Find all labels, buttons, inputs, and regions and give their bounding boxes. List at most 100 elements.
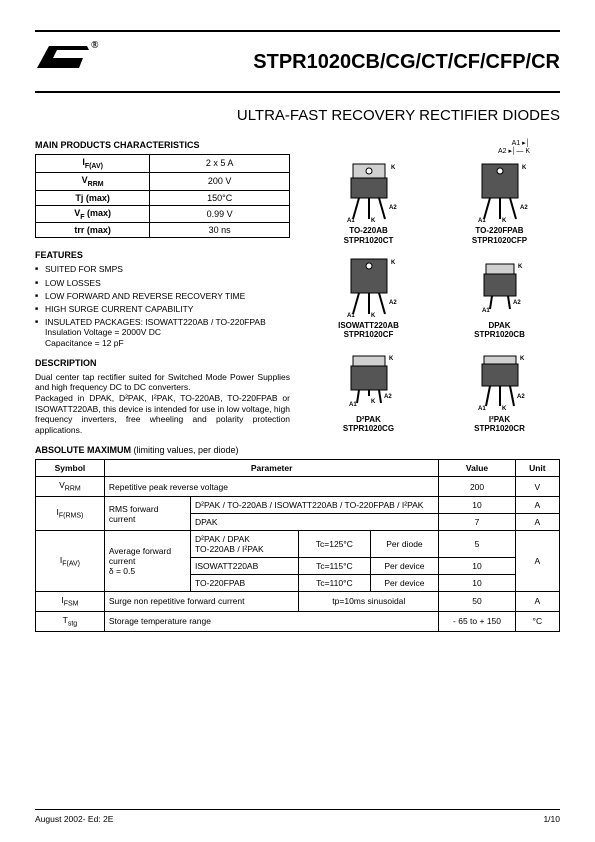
unit-vrrm: V xyxy=(515,477,559,497)
footer-left: August 2002- Ed: 2E xyxy=(35,814,113,824)
pkg-label-3: DPAKSTPR1020CB xyxy=(474,321,525,340)
sym-ifrms: IF(RMS) xyxy=(36,497,105,531)
pkg-label-0: TO-220ABSTPR1020CT xyxy=(344,226,394,245)
char-val-3: 0.99 V xyxy=(150,205,290,223)
mid-rule xyxy=(35,91,560,93)
param-tstg: Storage temperature range xyxy=(104,611,439,631)
svg-text:A1: A1 xyxy=(349,402,357,408)
unit-tstg: °C xyxy=(515,611,559,631)
characteristics-table: IF(AV)2 x 5 A VRRM200 V Tj (max)150°C VF… xyxy=(35,154,290,238)
main-char-heading: MAIN PRODUCTS CHARACTERISTICS xyxy=(35,140,290,150)
tc-ifav-1: Tc=125°C xyxy=(299,531,370,558)
pkg-label-2: ISOWATT220ABSTPR1020CF xyxy=(338,321,399,340)
features-list: SUITED FOR SMPS LOW LOSSES LOW FORWARD A… xyxy=(35,264,290,347)
package-grid: K A2 K A1 TO-220ABSTPR1020CT K A2 K xyxy=(308,159,560,434)
pkg-to220ab: K A2 K A1 TO-220ABSTPR1020CT xyxy=(308,159,429,245)
unit-ifsm: A xyxy=(515,592,559,612)
svg-text:K: K xyxy=(520,356,525,362)
tc-ifav-2: Tc=115°C xyxy=(299,558,370,575)
unit-ifav: A xyxy=(515,531,559,592)
sym-ifav: IF(AV) xyxy=(36,531,105,592)
feature-0: SUITED FOR SMPS xyxy=(35,264,290,274)
tc-ifav-3: Tc=110°C xyxy=(299,575,370,592)
per-ifav-3: Per device xyxy=(370,575,439,592)
pkg-dpak: K A2 A1 DPAKSTPR1020CB xyxy=(439,254,560,340)
part-number: STPR1020CB/CG/CT/CF/CFP/CR xyxy=(253,51,560,74)
th-value: Value xyxy=(439,460,515,477)
svg-text:K: K xyxy=(522,165,527,171)
svg-text:A2: A2 xyxy=(520,205,528,211)
svg-text:A2: A2 xyxy=(513,300,521,306)
pkg-label-5: I²PAKSTPR1020CR xyxy=(474,415,525,434)
svg-text:K: K xyxy=(371,218,376,224)
pkg-to220fpab: K A2 K A1 TO-220FPABSTPR1020CFP xyxy=(439,159,560,245)
description-text: Dual center tap rectifier suited for Swi… xyxy=(35,372,290,436)
svg-text:K: K xyxy=(391,260,396,266)
feature-3: HIGH SURGE CURRENT CAPABILITY xyxy=(35,304,290,314)
svg-text:K: K xyxy=(518,264,523,270)
subtitle: ULTRA-FAST RECOVERY RECTIFIER DIODES xyxy=(35,107,560,124)
svg-text:K: K xyxy=(371,399,376,405)
feature-4: INSULATED PACKAGES: ISOWATT220AB / TO-22… xyxy=(35,317,290,348)
abs-max-table: Symbol Parameter Value Unit VRRM Repetit… xyxy=(35,459,560,631)
diode-symbol: A1 ▸│ A2 ▸│— K xyxy=(308,140,560,155)
sym-vrrm: VRRM xyxy=(36,477,105,497)
param-ifsm: Surge non repetitive forward current xyxy=(104,592,298,612)
pkg-label-1: TO-220FPABSTPR1020CFP xyxy=(472,226,527,245)
val-ifrms-2: 7 xyxy=(439,514,515,531)
cond-ifav-3: TO-220FPAB xyxy=(190,575,298,592)
svg-text:A1: A1 xyxy=(478,406,486,412)
svg-text:K: K xyxy=(502,218,507,224)
svg-text:A2: A2 xyxy=(389,205,397,211)
left-column: MAIN PRODUCTS CHARACTERISTICS IF(AV)2 x … xyxy=(35,140,290,435)
sym-tstg: Tstg xyxy=(36,611,105,631)
cond-ifrms-2: DPAK xyxy=(190,514,438,531)
param-ifav: Average forward current δ = 0.5 xyxy=(104,531,190,592)
pkg-icon: K A2 A1 xyxy=(460,254,540,319)
char-val-4: 30 ns xyxy=(150,223,290,238)
feature-1: LOW LOSSES xyxy=(35,278,290,288)
svg-text:K: K xyxy=(389,356,394,362)
svg-text:A1: A1 xyxy=(482,308,490,314)
char-param-0: IF(AV) xyxy=(36,155,150,173)
svg-text:K: K xyxy=(371,313,376,319)
val-ifrms-1: 10 xyxy=(439,497,515,514)
per-ifav-1: Per diode xyxy=(370,531,439,558)
pkg-icon: K A2 K A1 xyxy=(460,159,540,224)
unit-ifrms-1: A xyxy=(515,497,559,514)
svg-text:A2: A2 xyxy=(384,394,392,400)
pkg-icon: K A2 K A1 xyxy=(329,254,409,319)
svg-text:A1: A1 xyxy=(478,218,486,224)
char-param-3: VF (max) xyxy=(36,205,150,223)
unit-ifrms-2: A xyxy=(515,514,559,531)
char-val-2: 150°C xyxy=(150,190,290,205)
svg-text:K: K xyxy=(502,406,507,412)
header-row: ® STPR1020CB/CG/CT/CF/CFP/CR xyxy=(35,40,560,85)
pkg-icon: K A2 K A1 xyxy=(460,348,540,413)
svg-text:A2: A2 xyxy=(517,394,525,400)
feature-2: LOW FORWARD AND REVERSE RECOVERY TIME xyxy=(35,291,290,301)
two-col-layout: MAIN PRODUCTS CHARACTERISTICS IF(AV)2 x … xyxy=(35,140,560,435)
cond-ifav-2: ISOWATT220AB xyxy=(190,558,298,575)
param-ifrms: RMS forward current xyxy=(104,497,190,531)
features-heading: FEATURES xyxy=(35,250,290,260)
char-val-1: 200 V xyxy=(150,172,290,190)
right-column: A1 ▸│ A2 ▸│— K K A2 K A1 TO-220ABSTPR102… xyxy=(308,140,560,435)
val-vrrm: 200 xyxy=(439,477,515,497)
th-unit: Unit xyxy=(515,460,559,477)
pkg-icon: K A2 K A1 xyxy=(329,348,409,413)
tc-ifsm: tp=10ms sinusoidal xyxy=(299,592,439,612)
st-logo: ® xyxy=(35,40,96,85)
abs-max-heading: ABSOLUTE MAXIMUM (limiting values, per d… xyxy=(35,445,560,455)
footer-right: 1/10 xyxy=(543,814,560,824)
svg-text:A2: A2 xyxy=(389,300,397,306)
top-rule xyxy=(35,30,560,32)
pkg-d2pak: K A2 K A1 D²PAKSTPR1020CG xyxy=(308,348,429,434)
sym-ifsm: IFSM xyxy=(36,592,105,612)
val-ifav-2: 10 xyxy=(439,558,515,575)
val-ifsm: 50 xyxy=(439,592,515,612)
th-parameter: Parameter xyxy=(104,460,439,477)
pkg-i2pak: K A2 K A1 I²PAKSTPR1020CR xyxy=(439,348,560,434)
char-param-2: Tj (max) xyxy=(36,190,150,205)
per-ifav-2: Per device xyxy=(370,558,439,575)
